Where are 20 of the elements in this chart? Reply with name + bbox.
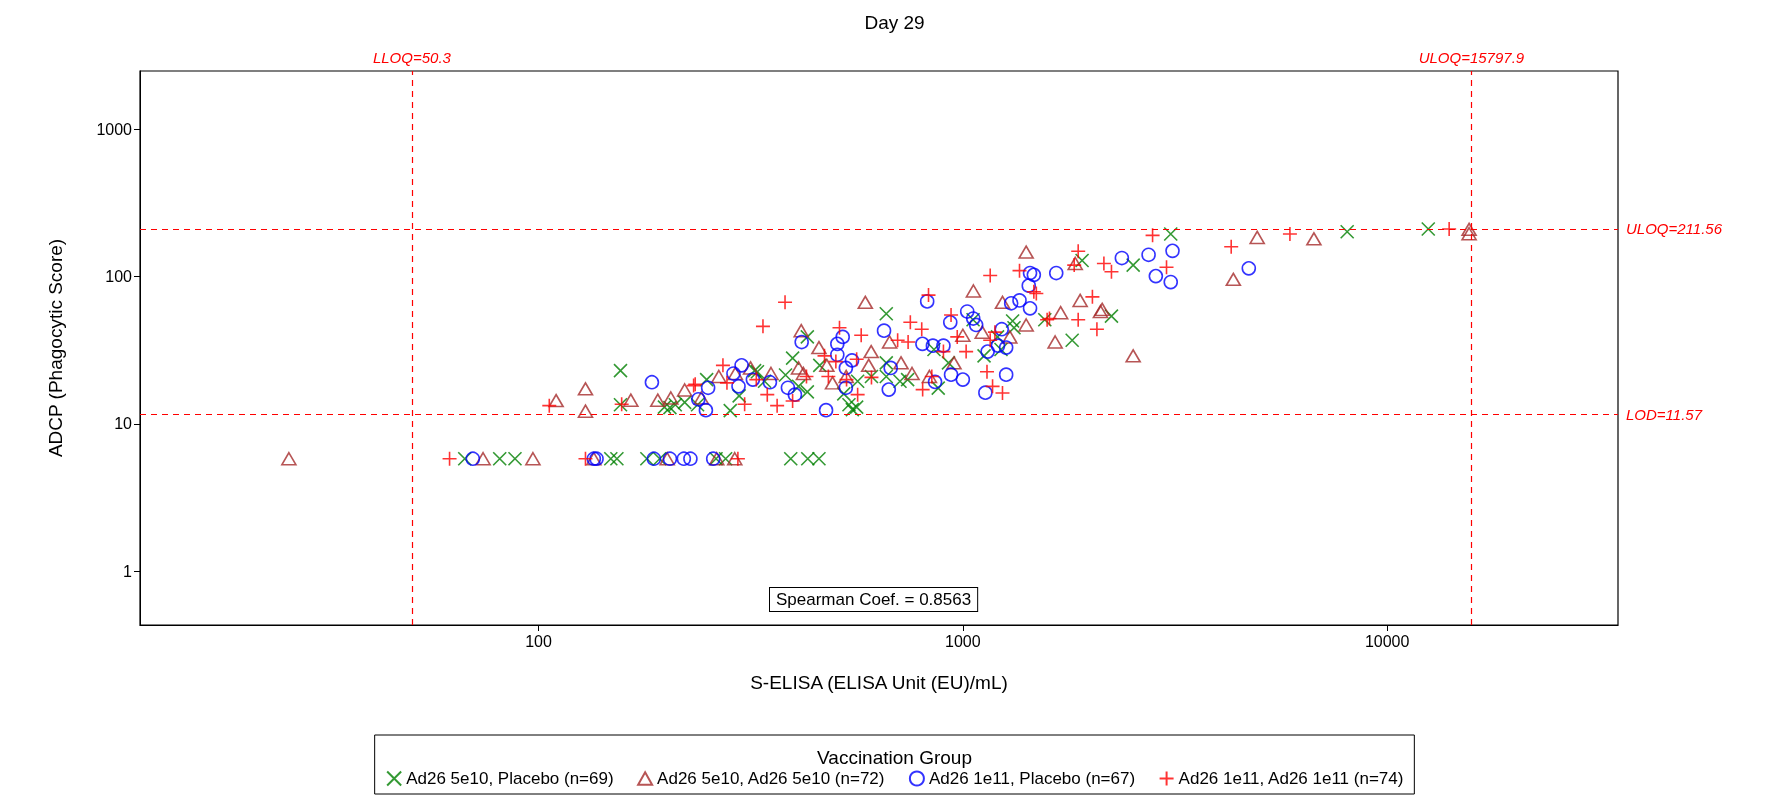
y-tick-label: 1	[123, 562, 133, 580]
annotation: Spearman Coef. = 0.8563	[776, 590, 972, 609]
legend-label: Ad26 5e10, Ad26 5e10 (n=72)	[657, 769, 885, 788]
x-tick-label: 10000	[1364, 632, 1410, 650]
y-tick-label: 1000	[96, 121, 133, 139]
x-axis-title: S-ELISA (ELISA Unit (EU)/mL)	[750, 672, 1008, 693]
x-tick-label: 100	[525, 632, 552, 650]
legend-label: Ad26 5e10, Placebo (n=69)	[406, 769, 614, 788]
y-axis-title: ADCP (Phagocytic Score)	[45, 238, 66, 458]
y-tick-label: 10	[114, 415, 133, 433]
chart-title: Day 29	[864, 12, 925, 33]
ref-line-label: LOD=11.57	[1626, 406, 1703, 424]
x-tick-label: 1000	[945, 632, 981, 650]
ref-line-label: ULOQ=15797.9	[1418, 49, 1525, 66]
ref-line-label: LLOQ=50.3	[372, 49, 452, 66]
y-tick-label: 100	[105, 268, 133, 286]
ref-line-label: ULOQ=211.56	[1626, 220, 1723, 238]
legend-label: Ad26 1e11, Placebo (n=67)	[928, 769, 1136, 788]
legend-label: Ad26 1e11, Ad26 1e11 (n=74)	[1178, 769, 1404, 788]
legend-title: Vaccination Group	[817, 747, 972, 768]
